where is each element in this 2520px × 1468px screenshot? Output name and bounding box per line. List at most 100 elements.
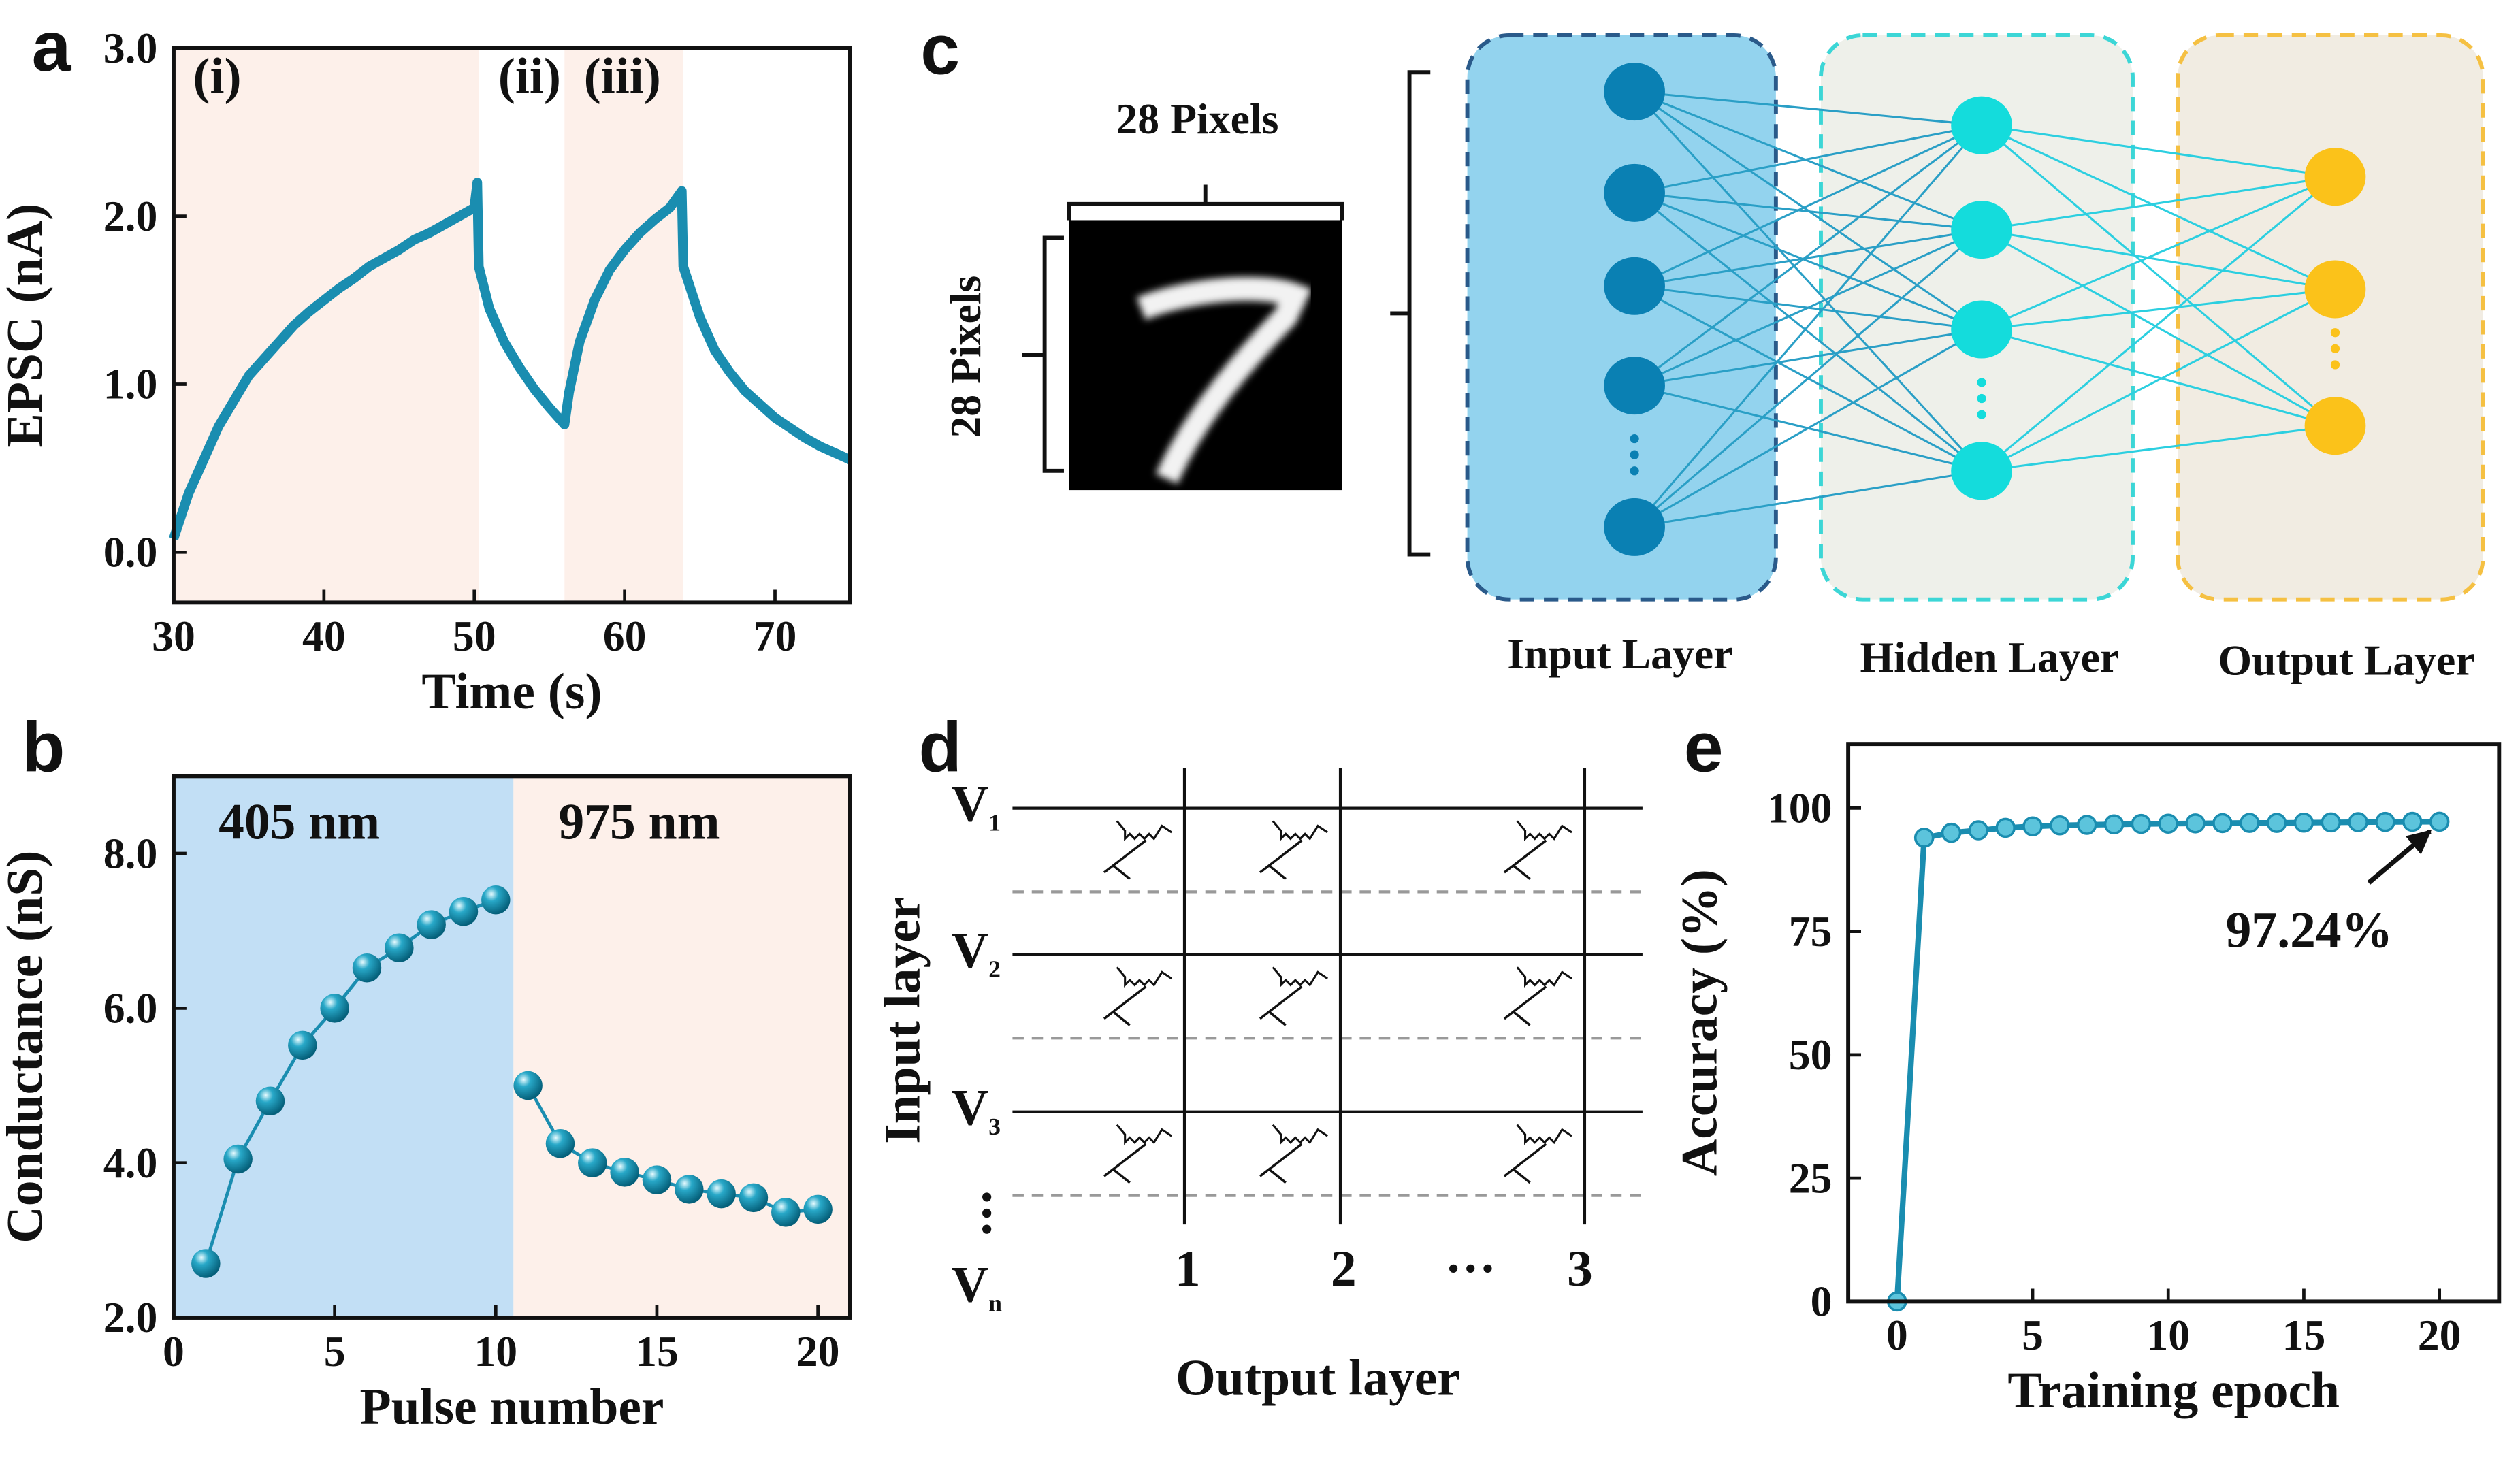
memristor-lead [1113,1169,1131,1184]
y-tick-label: 100 [1767,784,1832,832]
x-axis-title: Pulse number [359,1379,664,1435]
connection [1981,229,2336,291]
digit-stroke [1136,276,1312,484]
x-axis-title: Output layer [1176,1350,1460,1406]
x-tick-label: 10 [474,1327,517,1375]
chart: a (i) (ii) (iii) 30 40 50 60 70 0.0 1.0 2.0 3.0 Time … [0,7,852,720]
y-tick-label: 50 [1789,1030,1832,1079]
region-label: (i) [193,48,241,105]
marker [223,1144,253,1174]
ellipsis-dot [1977,378,1986,387]
marker [578,1148,607,1177]
ellipsis-dot [2330,344,2340,353]
marker [513,1071,543,1100]
x-tick-label: 15 [2282,1311,2326,1359]
connection [1981,124,2336,291]
row-label-text: V [952,1256,989,1313]
marker [2022,816,2043,836]
plot-frame [172,46,852,605]
input-node [1604,498,1665,556]
connection [1981,288,2336,472]
connection [1634,229,1982,387]
input-node [1604,63,1665,121]
plot-frame [172,774,852,1320]
memristor-lead [1113,1011,1131,1026]
marker [449,897,479,926]
marker [2076,815,2097,835]
ellipsis-dot [982,1192,992,1202]
layer-label: Hidden Layer [1860,633,2120,681]
memristor-slash [1503,985,1547,1020]
plot-frame [1846,742,2502,1304]
marker [803,1194,833,1224]
x-tick-label: 5 [2022,1311,2044,1359]
y-axis-title: Conductance (nS) [0,851,53,1243]
region-label: (iii) [584,48,661,105]
input-node [1604,163,1665,222]
input-layer-box [1465,33,1778,602]
output-node [2304,148,2366,206]
ellipsis-dot [2330,328,2340,338]
x-tick-label: 5 [324,1327,346,1375]
marker [2429,811,2450,832]
connection [1634,191,1982,331]
row-label-text: V [952,776,989,832]
connection [1634,124,1982,287]
input-node [1604,257,1665,315]
x-tick-label: 40 [302,612,346,660]
marker [610,1158,639,1187]
chart: b 405 nm 975 nm 0 5 10 15 20 2.0 4.0 6.0 8.0 Pulse n… [0,708,852,1435]
region-label: 405 nm [219,794,380,850]
connection [1634,229,1983,528]
ellipsis-dot [1977,393,1986,404]
marker [2212,813,2233,834]
panel-label: a [32,7,72,86]
marker [481,885,511,915]
marker [2050,815,2070,836]
memristor-lead [1513,865,1531,880]
marker [2375,811,2395,832]
connection [1634,470,1982,528]
memristor [1516,820,1572,842]
connection [1981,124,2336,427]
memristor-slash [1259,839,1303,874]
marker [2131,813,2152,834]
memristor-lead [1269,865,1287,880]
connection [1981,176,2336,331]
memristor-lead [1269,1169,1287,1184]
connection [1634,328,1982,528]
x-axis-title: Time (s) [421,664,602,720]
marker [1913,828,1935,848]
region-label: (ii) [498,48,561,105]
y-tick-label: 8.0 [103,829,158,877]
connection [1981,328,2336,427]
connection [1634,192,1983,472]
output-node [2304,397,2366,455]
bracket [1067,184,1344,221]
marker [385,933,414,962]
y-tick-label: 3.0 [103,24,158,72]
connection [1634,124,1982,387]
x-tick-label: 50 [453,612,496,660]
hidden-node [1951,300,2012,359]
panel-label: c [920,11,960,90]
memristor [1516,1124,1572,1145]
connection [1634,191,1982,231]
connection [1981,229,2336,427]
network-diagram: c 28 Pixels 28 Pixels Input Layer Hidden… [920,11,2485,685]
panel-label: d [918,708,961,787]
row-label-subscript: 1 [988,809,1001,836]
x-tick-label: 0 [163,1327,184,1375]
marker [545,1129,575,1158]
memristor-slash [1103,839,1147,874]
connection [1634,229,1982,287]
chart: e 0 5 10 15 20 0 25 50 75 100 97.24% Training epoch A… [1672,708,2502,1419]
image-height-label: 28 Pixels [941,276,990,438]
panel-label: b [22,708,65,787]
memristor-slash [1259,1143,1303,1177]
line [1894,819,2440,1302]
memristor-lead [1269,1011,1287,1026]
y-tick-label: 0 [1811,1277,1832,1326]
